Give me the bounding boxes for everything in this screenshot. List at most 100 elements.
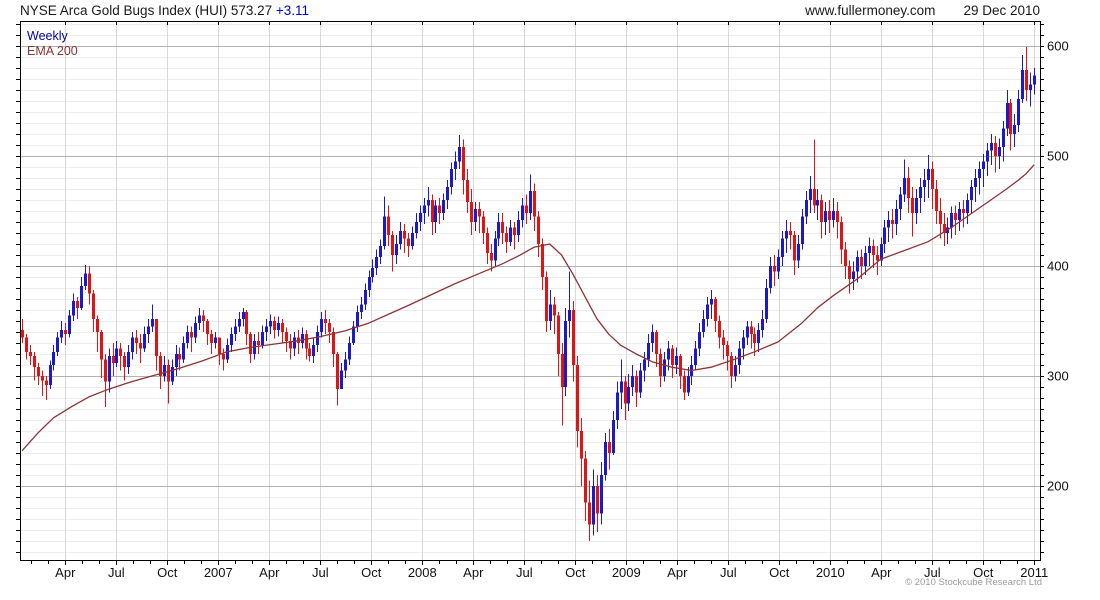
candle <box>123 351 126 381</box>
candle <box>840 216 843 264</box>
candle <box>592 469 595 536</box>
x-axis-label: Oct <box>565 565 586 580</box>
candle <box>450 162 453 195</box>
candle <box>131 332 134 360</box>
candle <box>1006 90 1009 137</box>
candle <box>497 213 500 247</box>
axis-ticks <box>16 21 1044 565</box>
candle <box>178 347 181 371</box>
candle <box>698 323 701 357</box>
candle <box>525 194 528 225</box>
candle <box>746 321 749 346</box>
title-change-value: +3.11 <box>275 3 310 18</box>
candle <box>647 334 650 368</box>
candle <box>742 329 745 360</box>
candle <box>265 318 268 341</box>
candle <box>348 336 351 365</box>
candle <box>521 197 524 228</box>
candle <box>33 351 36 381</box>
candles-layer <box>21 47 1036 541</box>
candle <box>167 359 170 404</box>
candle <box>210 329 213 354</box>
candle <box>147 318 150 343</box>
candle <box>356 305 359 332</box>
candle <box>986 142 989 176</box>
candle <box>470 189 473 236</box>
candle <box>832 197 835 228</box>
candle <box>789 222 792 250</box>
candle <box>844 241 847 280</box>
candle <box>568 271 571 338</box>
candle <box>379 239 382 264</box>
title-text: NYSE Arca Gold Bugs Index (HUI) 573.27 <box>20 3 273 18</box>
candle <box>159 351 162 390</box>
candle <box>234 318 237 341</box>
candle <box>1021 54 1024 104</box>
chart-legend: Weekly EMA 200 <box>27 29 78 59</box>
candle <box>21 318 24 343</box>
candle <box>143 326 146 352</box>
candle <box>911 186 914 237</box>
candle <box>557 312 560 376</box>
candle <box>155 318 158 371</box>
candle <box>434 200 437 233</box>
candle <box>895 200 898 236</box>
candle <box>718 315 721 349</box>
candle <box>257 332 260 354</box>
candle <box>576 356 579 448</box>
candle <box>163 356 166 382</box>
candle <box>238 312 241 332</box>
candle <box>242 307 245 327</box>
candle <box>1029 72 1032 107</box>
candle <box>182 336 185 363</box>
candle <box>561 343 564 426</box>
candle <box>352 321 355 346</box>
candle <box>588 480 591 541</box>
candle <box>553 296 556 335</box>
candle <box>687 367 690 396</box>
major-gridlines <box>20 46 1040 487</box>
candle <box>876 246 879 275</box>
candle <box>627 373 630 412</box>
candle <box>60 321 63 343</box>
candle <box>427 186 430 217</box>
candle <box>935 180 938 225</box>
header-right: www.fullermoney.com 29 Dec 2010 <box>805 3 1040 18</box>
y-axis-labels: 600 500 400 300 200 <box>1047 39 1069 494</box>
candle <box>639 362 642 398</box>
candle <box>226 338 229 363</box>
candle <box>927 154 930 198</box>
candle <box>80 277 83 310</box>
candle <box>797 235 800 269</box>
candle <box>549 290 552 330</box>
candle <box>84 264 87 291</box>
vertical-gridlines <box>65 21 1035 560</box>
candle <box>931 161 934 209</box>
candle <box>734 356 737 382</box>
candle <box>651 324 654 352</box>
candle <box>407 233 410 258</box>
candle <box>1009 98 1012 151</box>
candle <box>702 310 705 338</box>
candle <box>880 237 883 266</box>
candle <box>135 329 138 354</box>
candle <box>139 334 142 363</box>
candle <box>486 227 489 264</box>
candle <box>541 238 544 291</box>
candle <box>966 193 969 225</box>
candle <box>710 290 713 319</box>
candle <box>41 370 44 396</box>
candle <box>368 270 371 297</box>
candle <box>872 239 875 269</box>
candle <box>816 189 819 220</box>
candle <box>643 351 646 382</box>
candle <box>494 230 497 266</box>
candle <box>809 175 812 214</box>
candle <box>856 250 859 283</box>
candle <box>442 193 445 220</box>
candle <box>805 191 808 225</box>
candle <box>883 219 886 253</box>
x-axis-label: Jul <box>924 565 941 580</box>
